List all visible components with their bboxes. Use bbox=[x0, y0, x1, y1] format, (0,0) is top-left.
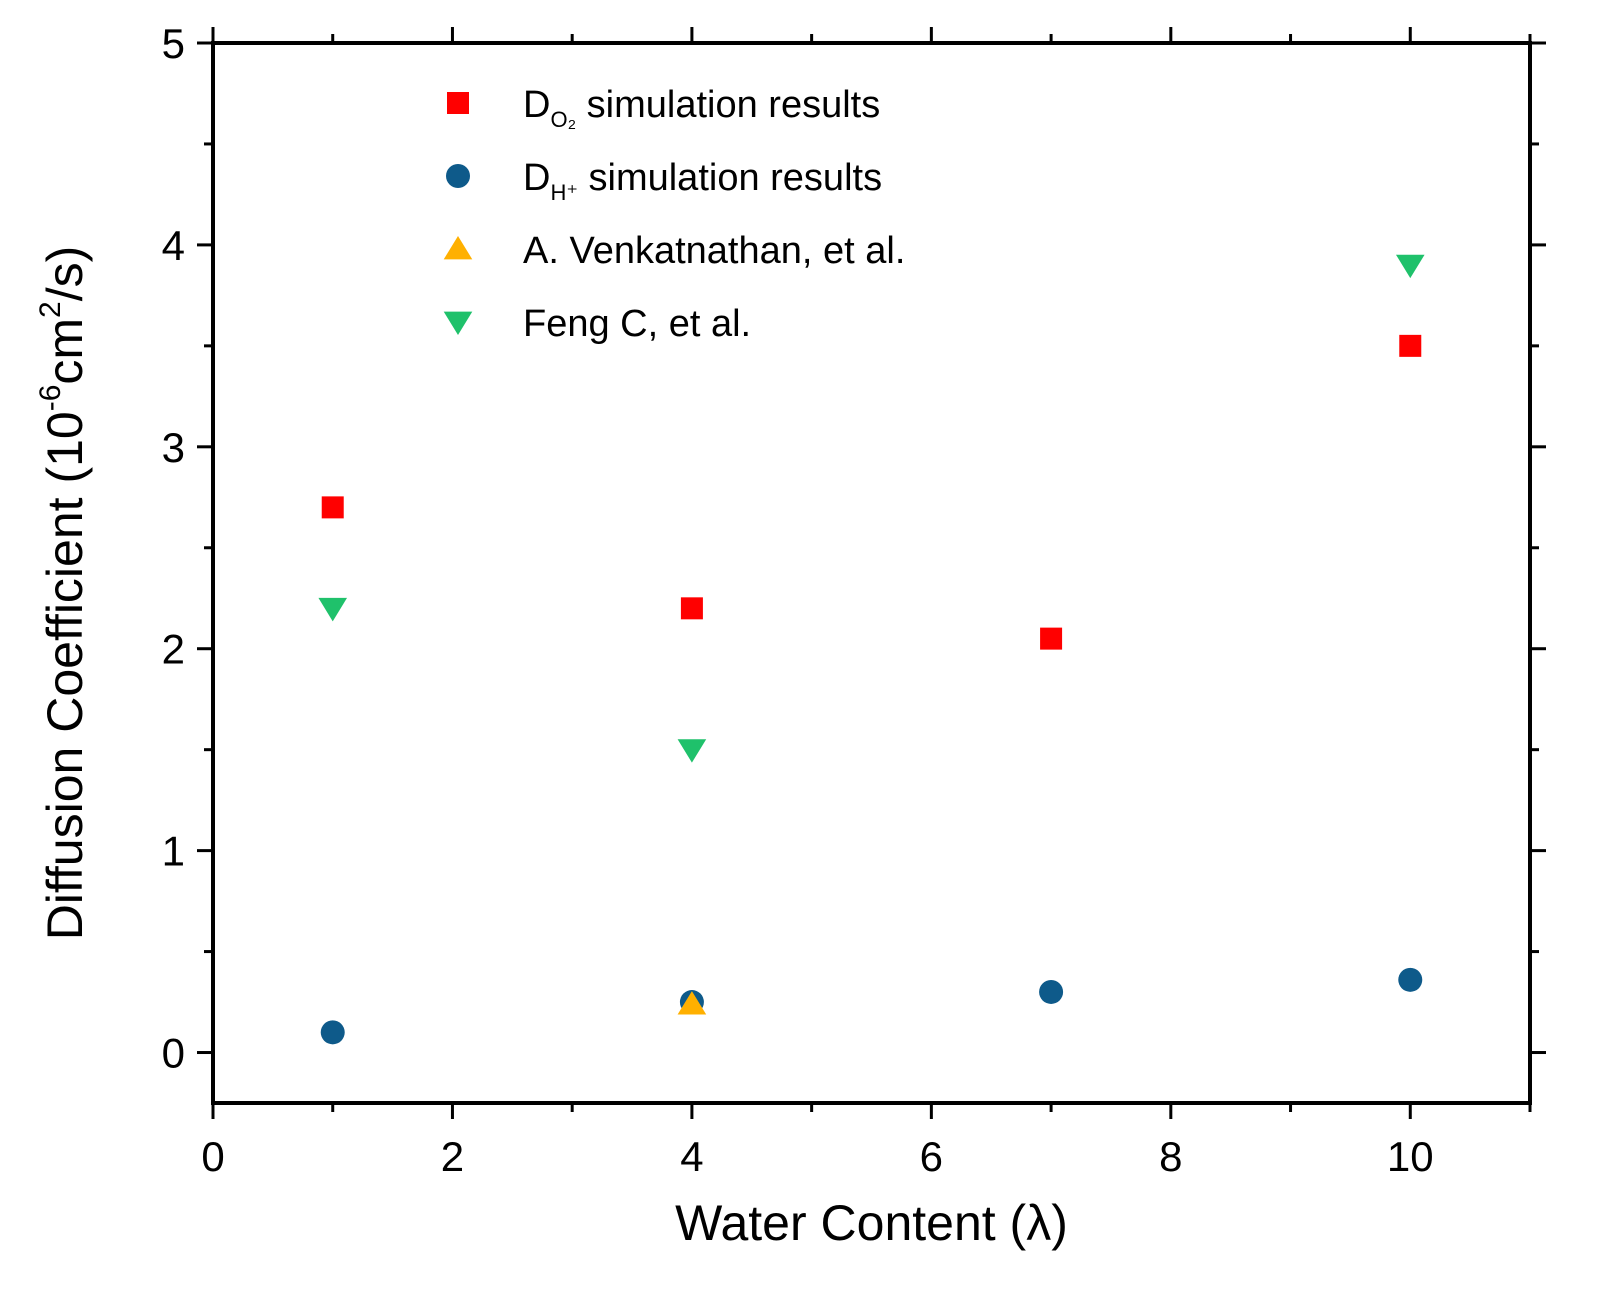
y-tick-label: 2 bbox=[162, 626, 185, 673]
y-tick-label: 5 bbox=[162, 20, 185, 67]
data-point bbox=[1040, 627, 1063, 650]
legend-item: DO₂ simulation results bbox=[447, 84, 880, 132]
y-axis-title-exp1: -6 bbox=[34, 385, 67, 412]
x-tick-label: 4 bbox=[680, 1133, 703, 1180]
x-axis-title: Water Content (λ) bbox=[675, 1195, 1068, 1251]
y-tick-label: 1 bbox=[162, 828, 185, 875]
series-0 bbox=[321, 334, 1422, 650]
legend-marker bbox=[446, 164, 470, 188]
data-point bbox=[1399, 334, 1422, 357]
legend-label: DO₂ simulation results bbox=[523, 84, 880, 132]
tick-labels: 0 2 4 6 8 10 0 1 2 3 4 5 bbox=[162, 20, 1434, 1180]
data-point bbox=[680, 597, 703, 620]
legend-marker bbox=[443, 311, 473, 335]
data-point bbox=[677, 991, 707, 1015]
series-2 bbox=[677, 991, 707, 1015]
x-tick-label: 0 bbox=[201, 1133, 224, 1180]
legend-item: A. Venkatnathan, et al. bbox=[443, 230, 905, 272]
data-point bbox=[1395, 254, 1425, 279]
y-tick-label: 0 bbox=[162, 1030, 185, 1077]
legend-label: A. Venkatnathan, et al. bbox=[523, 230, 905, 272]
y-axis-title-prefix: Diffusion Coefficient (10 bbox=[37, 411, 93, 940]
y-axis-title-exp2: 2 bbox=[34, 301, 67, 318]
data-point bbox=[318, 597, 348, 622]
series-3 bbox=[318, 254, 1425, 763]
x-tick-label: 10 bbox=[1387, 1133, 1434, 1180]
y-axis-title: Diffusion Coefficient (10-6cm2/s) bbox=[34, 246, 93, 941]
data-point bbox=[320, 1020, 345, 1045]
y-tick-label: 4 bbox=[162, 222, 185, 269]
legend-marker bbox=[447, 92, 469, 114]
y-axis-title-mid: cm bbox=[37, 318, 93, 385]
x-tick-label: 8 bbox=[1159, 1133, 1182, 1180]
plot-frame bbox=[211, 41, 1532, 1105]
legend-item: Feng C, et al. bbox=[443, 303, 751, 345]
data-point bbox=[321, 496, 344, 519]
x-tick-label: 2 bbox=[441, 1133, 464, 1180]
series-1 bbox=[320, 967, 1423, 1045]
y-axis-title-suffix: /s) bbox=[37, 246, 93, 302]
data-point bbox=[1039, 979, 1064, 1004]
data-markers bbox=[318, 254, 1425, 1045]
legend-label: Feng C, et al. bbox=[523, 303, 751, 345]
x-tick-label: 6 bbox=[920, 1133, 943, 1180]
legend-marker bbox=[443, 236, 473, 260]
y-tick-label: 3 bbox=[162, 424, 185, 471]
data-point bbox=[677, 739, 707, 763]
legend: DO₂ simulation results DH⁺ simulation res… bbox=[443, 84, 905, 345]
data-point bbox=[1398, 967, 1423, 992]
legend-label: DH⁺ simulation results bbox=[523, 157, 882, 205]
legend-item: DH⁺ simulation results bbox=[446, 157, 882, 205]
